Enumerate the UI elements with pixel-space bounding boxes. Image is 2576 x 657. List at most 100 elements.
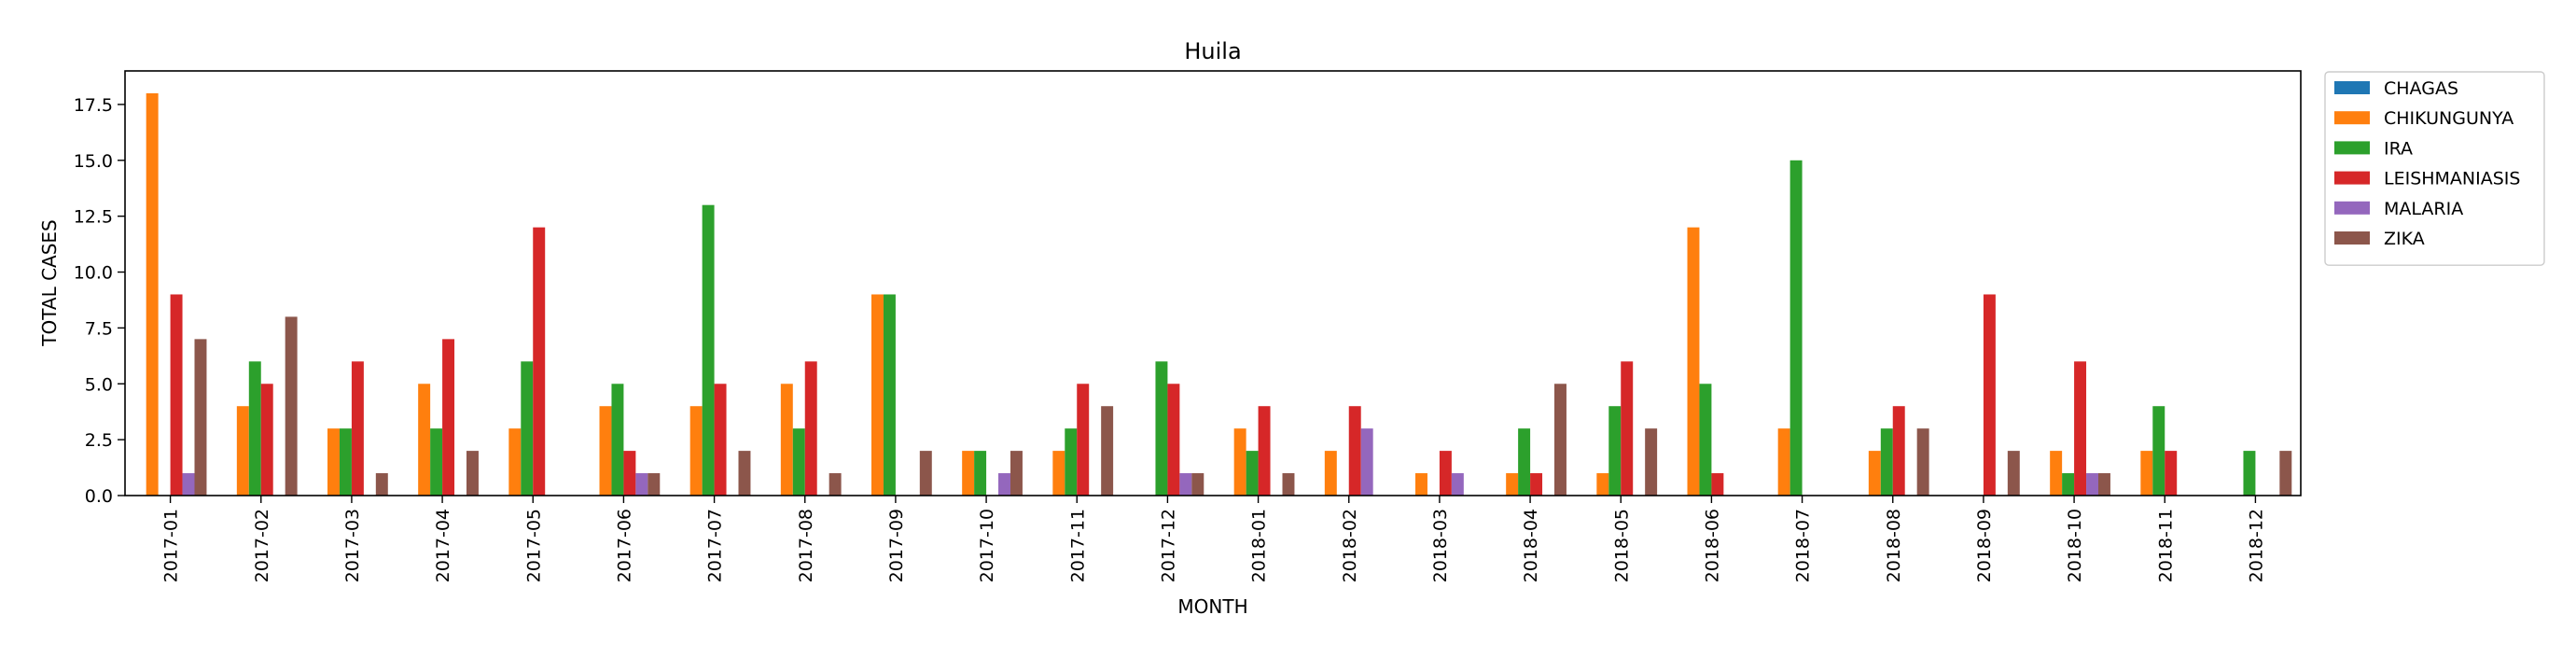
bar-leishmaniasis-2017-04 xyxy=(442,339,455,496)
bar-zika-2017-09 xyxy=(919,451,932,496)
bar-leishmaniasis-2017-05 xyxy=(533,227,546,496)
x-tick-label: 2017-01 xyxy=(161,509,182,582)
bar-leishmaniasis-2017-12 xyxy=(1167,384,1180,496)
bar-zika-2018-12 xyxy=(2279,451,2292,496)
x-tick-label: 2018-01 xyxy=(1249,509,1270,582)
bar-ira-2018-10 xyxy=(2062,473,2075,496)
bar-chikungunya-2017-04 xyxy=(418,384,431,496)
bar-ira-2017-06 xyxy=(611,384,624,496)
bar-chikungunya-2017-10 xyxy=(962,451,975,496)
bar-zika-2018-10 xyxy=(2097,473,2110,496)
x-axis-label: MONTH xyxy=(1177,595,1247,618)
bar-chikungunya-2018-10 xyxy=(2050,451,2063,496)
chart-title: Huila xyxy=(1184,38,1241,64)
bar-leishmaniasis-2018-01 xyxy=(1258,406,1271,496)
bar-chikungunya-2018-02 xyxy=(1324,451,1337,496)
x-tick-label: 2018-03 xyxy=(1430,509,1451,582)
bar-leishmaniasis-2018-08 xyxy=(1892,406,1905,496)
legend-label-chagas: CHAGAS xyxy=(2384,78,2458,99)
bar-leishmaniasis-2017-08 xyxy=(804,361,817,496)
bar-zika-2017-08 xyxy=(828,473,842,496)
y-tick-label: 0.0 xyxy=(85,486,113,507)
bar-zika-2017-06 xyxy=(647,473,661,496)
bar-ira-2017-05 xyxy=(521,361,534,496)
legend-label-chikungunya: CHIKUNGUNYA xyxy=(2384,108,2513,129)
bar-chikungunya-2017-01 xyxy=(146,92,159,496)
y-axis: 0.0 2.5 5.0 7.5 10.0 12.5 15.0 17.5 xyxy=(74,95,125,507)
bar-leishmaniasis-2018-11 xyxy=(2165,451,2178,496)
bar-zika-2018-08 xyxy=(1916,428,1929,496)
bar-leishmaniasis-2018-02 xyxy=(1348,406,1361,496)
x-tick-label: 2017-12 xyxy=(1158,509,1178,582)
bar-chikungunya-2017-07 xyxy=(689,406,703,496)
bar-malaria-2018-02 xyxy=(1360,428,1373,496)
bar-ira-2018-06 xyxy=(1699,384,1712,496)
bar-ira-2018-04 xyxy=(1518,428,1531,496)
y-tick-label: 17.5 xyxy=(74,95,113,116)
bar-ira-2018-11 xyxy=(2152,406,2165,496)
bar-ira-2017-11 xyxy=(1065,428,1078,496)
legend-swatch-ira xyxy=(2334,141,2370,155)
x-tick-label: 2017-02 xyxy=(252,509,272,582)
bar-ira-2018-01 xyxy=(1246,451,1259,496)
x-tick-label: 2017-03 xyxy=(342,509,363,582)
bar-chikungunya-2018-08 xyxy=(1868,451,1881,496)
bar-ira-2017-08 xyxy=(792,428,805,496)
bar-zika-2018-04 xyxy=(1553,384,1566,496)
bar-chikungunya-2018-04 xyxy=(1506,473,1519,496)
bar-zika-2017-12 xyxy=(1191,473,1204,496)
bar-chikungunya-2017-02 xyxy=(236,406,249,496)
bar-ira-2017-03 xyxy=(339,428,352,496)
legend-frame xyxy=(2324,71,2545,266)
bar-zika-2017-07 xyxy=(738,451,751,496)
bar-ira-2018-08 xyxy=(1880,428,1893,496)
bar-leishmaniasis-2018-06 xyxy=(1711,473,1724,496)
y-tick-label: 5.0 xyxy=(85,374,113,395)
x-tick-label: 2018-09 xyxy=(1974,509,1995,582)
x-axis: 2017-01 2017-02 2017-03 2017-04 2017-05 2017-… xyxy=(161,496,2266,582)
y-tick-label: 2.5 xyxy=(85,430,113,451)
legend-swatch-chikungunya xyxy=(2334,111,2370,125)
bar-malaria-2017-12 xyxy=(1179,473,1192,496)
bar-ira-2017-02 xyxy=(248,361,261,496)
bar-zika-2017-10 xyxy=(1010,451,1023,496)
bar-zika-2018-01 xyxy=(1282,473,1295,496)
bar-zika-2018-05 xyxy=(1645,428,1658,496)
plot-frame xyxy=(124,70,2302,496)
legend: CHAGAS CHIKUNGUNYA IRA LEISHMANIASIS MALARIA… xyxy=(2324,71,2545,266)
legend-swatch-chagas xyxy=(2334,81,2370,94)
y-tick-label: 7.5 xyxy=(85,318,113,339)
bar-leishmaniasis-2017-01 xyxy=(170,294,183,496)
x-tick-label: 2018-06 xyxy=(1702,509,1722,582)
bar-malaria-2018-03 xyxy=(1451,473,1464,496)
bar-chikungunya-2018-11 xyxy=(2140,451,2153,496)
bar-zika-2017-04 xyxy=(466,451,479,496)
bar-malaria-2018-10 xyxy=(2086,473,2098,496)
y-tick-label: 10.0 xyxy=(74,263,113,284)
bar-leishmaniasis-2018-09 xyxy=(1983,294,1996,496)
bar-chikungunya-2018-03 xyxy=(1415,473,1427,496)
x-tick-label: 2018-02 xyxy=(1340,509,1360,582)
bar-ira-2017-04 xyxy=(430,428,443,496)
bar-zika-2017-01 xyxy=(194,339,207,496)
x-tick-label: 2018-07 xyxy=(1793,509,1814,582)
x-tick-label: 2018-08 xyxy=(1884,509,1904,582)
bar-ira-2018-05 xyxy=(1608,406,1622,496)
bar-chikungunya-2017-06 xyxy=(599,406,612,496)
x-tick-label: 2017-10 xyxy=(977,509,997,582)
x-tick-label: 2017-07 xyxy=(705,509,726,582)
x-tick-label: 2017-08 xyxy=(796,509,816,582)
legend-label-ira: IRA xyxy=(2384,138,2413,159)
bar-ira-2017-12 xyxy=(1155,361,1168,496)
bar-chikungunya-2018-05 xyxy=(1596,473,1609,496)
legend-label-zika: ZIKA xyxy=(2384,229,2425,249)
bar-leishmaniasis-2018-10 xyxy=(2074,361,2087,496)
bar-chikungunya-2018-01 xyxy=(1233,428,1246,496)
y-tick-label: 15.0 xyxy=(74,151,113,172)
bar-malaria-2017-01 xyxy=(182,473,195,496)
bar-ira-2017-09 xyxy=(883,294,896,496)
x-tick-label: 2018-05 xyxy=(1611,509,1632,582)
y-tick-label: 12.5 xyxy=(74,207,113,228)
bar-chikungunya-2017-09 xyxy=(871,294,884,496)
